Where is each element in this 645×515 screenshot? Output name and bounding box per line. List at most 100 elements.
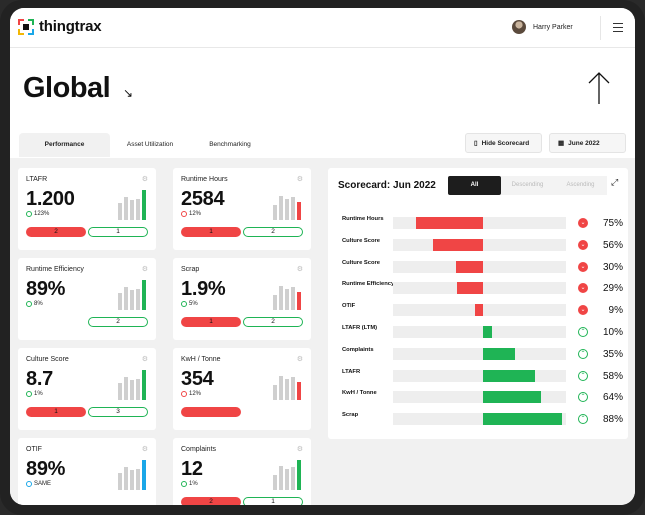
date-picker-button[interactable]: ▦ June 2022 — [549, 133, 626, 153]
kpi-bar — [279, 196, 283, 220]
gear-icon[interactable]: ⚙ — [296, 176, 303, 183]
scorecard-row[interactable]: LTAFR (LTM) ⌃ 10% — [338, 325, 623, 339]
scorecard-row[interactable]: Complaints ⌃ 35% — [338, 347, 623, 361]
scorecard-row[interactable]: KwH / Tonne ⌃ 64% — [338, 390, 623, 404]
filter-all[interactable]: All — [448, 176, 501, 195]
scorecard-title: Scorecard: Jun 2022 — [338, 180, 436, 191]
kpi-bar — [118, 293, 122, 310]
hide-scorecard-label: Hide Scorecard — [481, 139, 530, 147]
kpi-sparkbars — [118, 190, 150, 220]
page-header: Global ↘ — [10, 48, 635, 168]
trend-up-icon — [26, 391, 32, 397]
kpi-bar — [273, 295, 277, 310]
kpi-bar — [297, 382, 301, 400]
kpi-sparkbars — [118, 460, 150, 490]
scorecard-row[interactable]: Scrap ⌃ 88% — [338, 412, 623, 426]
arrow-down-right-icon[interactable]: ↘ — [123, 86, 134, 100]
kpi-bar — [142, 370, 146, 400]
trend-up-icon — [26, 481, 32, 487]
kpi-card[interactable]: Runtime Hours ⚙ 2584 12% 1 2 — [173, 168, 311, 250]
scorecard-row[interactable]: OTIF ⌄ 9% — [338, 303, 623, 317]
scorecard-row[interactable]: Culture Score ⌄ 30% — [338, 260, 623, 274]
kpi-bar — [130, 470, 134, 490]
kpi-card[interactable]: Complaints ⚙ 12 1% 2 1 — [173, 438, 311, 505]
kpi-bar — [118, 203, 122, 220]
expand-icon[interactable]: ⤢ — [611, 177, 619, 187]
kpi-label: KwH / Tonne — [181, 356, 221, 363]
trend-up-icon: ⌃ — [578, 348, 588, 359]
kpi-value: 89% — [26, 278, 66, 300]
kpi-value: 12 — [181, 458, 203, 480]
kpi-change: 8% — [26, 301, 43, 307]
kpi-sparkbars — [273, 460, 305, 490]
trend-down-icon: ⌄ — [578, 261, 588, 272]
scorecard-bar — [483, 413, 563, 426]
hamburger-icon[interactable] — [613, 23, 623, 32]
page-title: Global — [23, 72, 111, 104]
kpi-red-count: 2 — [26, 227, 86, 237]
gear-icon[interactable]: ⚙ — [141, 356, 148, 363]
kpi-value: 8.7 — [26, 368, 53, 390]
kpi-change-value: 1% — [34, 391, 43, 397]
kpi-bar — [136, 379, 140, 400]
brand-logo[interactable]: thingtrax — [18, 18, 102, 35]
kpi-bar — [124, 287, 128, 310]
scorecard-bar — [483, 326, 492, 338]
scorecard-track — [393, 369, 566, 382]
kpi-card[interactable]: Runtime Efficiency ⚙ 89% 8% 2 — [18, 258, 156, 340]
brand-name: thingtrax — [39, 18, 102, 35]
kpi-bar — [124, 377, 128, 400]
kpi-bar — [136, 469, 140, 490]
arrow-up-icon[interactable] — [587, 71, 611, 105]
kpi-bar — [285, 469, 289, 490]
kpi-sparkbars — [118, 370, 150, 400]
filter-ascending[interactable]: Ascending — [554, 176, 607, 195]
kpi-bar — [279, 376, 283, 400]
scorecard-row[interactable]: Runtime Efficiency ⌄ 29% — [338, 281, 623, 295]
scorecard-row[interactable]: Culture Score ⌄ 56% — [338, 238, 623, 252]
tab-asset-utilization[interactable]: Asset Utilization — [126, 141, 174, 148]
kpi-change-value: 123% — [34, 211, 50, 217]
scorecard-row[interactable]: Runtime Hours ⌄ 75% — [338, 216, 623, 230]
tab-benchmarking[interactable]: Benchmarking — [209, 141, 251, 148]
kpi-change: SAME — [26, 481, 51, 487]
hide-scorecard-button[interactable]: ▯ Hide Scorecard — [465, 133, 542, 153]
scorecard-row-label: OTIF — [342, 303, 356, 310]
kpi-label: Complaints — [181, 446, 217, 453]
gear-icon[interactable]: ⚙ — [141, 446, 148, 453]
kpi-bar — [142, 280, 146, 310]
kpi-bar — [142, 190, 146, 220]
kpi-bar — [118, 473, 122, 490]
kpi-bar — [291, 467, 295, 490]
gear-icon[interactable]: ⚙ — [141, 266, 148, 273]
scorecard-row-label: KwH / Tonne — [342, 390, 377, 397]
kpi-green-count: 3 — [88, 407, 148, 417]
kpi-bar — [297, 292, 301, 310]
gear-icon[interactable]: ⚙ — [296, 356, 303, 363]
scorecard-bar — [456, 260, 483, 273]
trend-up-icon: ⌃ — [578, 392, 588, 403]
kpi-sparkbars — [118, 280, 150, 310]
gear-icon[interactable]: ⚙ — [296, 446, 303, 453]
user-name: Harry Parker — [533, 23, 573, 31]
kpi-card[interactable]: OTIF ⚙ 89% SAME — [18, 438, 156, 505]
scorecard-row[interactable]: LTAFR ⌃ 58% — [338, 369, 623, 383]
kpi-green-count: 2 — [88, 317, 148, 327]
kpi-green-count: 2 — [243, 317, 303, 327]
filter-descending[interactable]: Descending — [501, 176, 554, 195]
gear-icon[interactable]: ⚙ — [296, 266, 303, 273]
kpi-card[interactable]: LTAFR ⚙ 1.200 123% 2 1 — [18, 168, 156, 250]
kpi-card[interactable]: KwH / Tonne ⚙ 354 12% — [173, 348, 311, 430]
kpi-card[interactable]: Scrap ⚙ 1.9% 5% 1 2 — [173, 258, 311, 340]
kpi-card[interactable]: Culture Score ⚙ 8.7 1% 1 3 — [18, 348, 156, 430]
scorecard-track — [393, 347, 566, 360]
scorecard-row-value: 88% — [602, 414, 623, 426]
kpi-bar — [279, 286, 283, 310]
trend-up-icon — [181, 481, 187, 487]
kpi-change: 12% — [181, 211, 201, 217]
tab-performance[interactable]: Performance — [19, 133, 110, 157]
gear-icon[interactable]: ⚙ — [141, 176, 148, 183]
user-menu[interactable]: Harry Parker — [512, 20, 573, 34]
kpi-label: Runtime Efficiency — [26, 266, 84, 273]
kpi-change: 1% — [26, 391, 43, 397]
